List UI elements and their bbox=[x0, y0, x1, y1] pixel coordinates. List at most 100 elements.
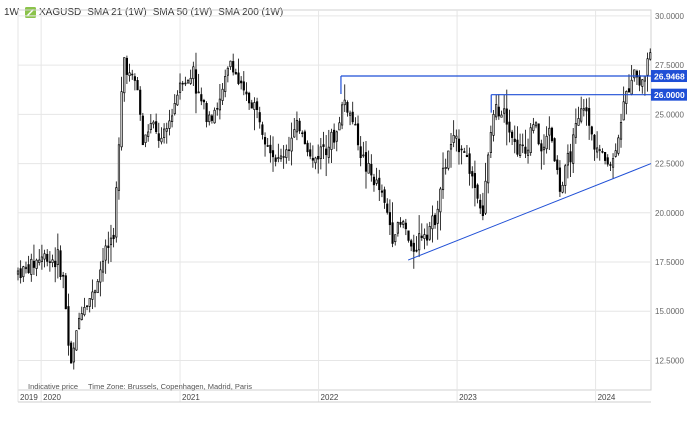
candle bbox=[372, 173, 376, 192]
candle bbox=[62, 271, 65, 289]
candle bbox=[168, 109, 171, 136]
candle-body bbox=[290, 137, 293, 152]
candle-body bbox=[489, 132, 492, 153]
candle-body bbox=[311, 157, 314, 161]
candle-body bbox=[163, 128, 166, 138]
candle-body bbox=[643, 75, 647, 82]
candle bbox=[561, 181, 564, 194]
candle bbox=[173, 94, 176, 116]
candle-body bbox=[64, 275, 67, 310]
candle-body bbox=[306, 142, 309, 153]
candle bbox=[245, 82, 248, 102]
candle-body bbox=[465, 154, 469, 157]
candle bbox=[622, 86, 625, 121]
candle-body bbox=[269, 144, 272, 154]
candle bbox=[282, 145, 285, 169]
candle-body bbox=[473, 173, 476, 188]
candle-body bbox=[133, 76, 136, 81]
candle-body bbox=[627, 88, 631, 93]
candle bbox=[139, 86, 142, 121]
candle bbox=[596, 131, 599, 159]
candle bbox=[585, 98, 588, 126]
resistance-lower-label: 26.0000 bbox=[654, 90, 685, 100]
candle-body bbox=[484, 180, 487, 214]
resistance-upper-label: 26.9468 bbox=[654, 72, 685, 82]
x-tick-label: 2024 bbox=[598, 393, 616, 402]
interval-label[interactable]: 1W bbox=[4, 6, 19, 18]
candle-body bbox=[641, 79, 644, 87]
candle bbox=[325, 135, 328, 177]
candle bbox=[370, 154, 373, 182]
candle bbox=[290, 122, 293, 166]
candle bbox=[83, 297, 86, 317]
candle bbox=[646, 52, 649, 92]
candle-body bbox=[375, 179, 378, 184]
candle-body bbox=[415, 249, 418, 252]
resistance-lower-label-bg bbox=[651, 88, 687, 101]
candle bbox=[263, 132, 267, 157]
candle bbox=[545, 126, 548, 154]
candle bbox=[311, 145, 314, 168]
candle-body bbox=[104, 245, 107, 261]
axes: 12.5000 15.0000 17.5000 20.0000 22.5000 25.00… bbox=[18, 12, 684, 403]
candle bbox=[112, 227, 115, 248]
candle-body bbox=[441, 167, 445, 191]
candle bbox=[346, 100, 349, 117]
candle-body bbox=[213, 109, 216, 124]
candle-body bbox=[370, 163, 373, 176]
x-tick-label: 2023 bbox=[459, 393, 477, 402]
candle-body bbox=[131, 73, 134, 76]
candle-body bbox=[136, 80, 139, 91]
candle bbox=[402, 219, 405, 229]
candle bbox=[269, 135, 272, 163]
symbol-label[interactable]: XAGUSD bbox=[39, 6, 82, 18]
candle-body bbox=[412, 242, 415, 252]
indicator-sma50[interactable]: SMA 50 (1W) bbox=[152, 6, 213, 18]
candle-body bbox=[553, 138, 556, 162]
candle-body bbox=[184, 82, 187, 85]
candle-body bbox=[128, 72, 131, 77]
candle bbox=[38, 249, 41, 266]
candle-body bbox=[487, 154, 490, 184]
candle bbox=[641, 78, 644, 94]
candle bbox=[572, 128, 575, 173]
candle-body bbox=[197, 91, 200, 94]
candle bbox=[611, 153, 615, 179]
x-tick-label: 2020 bbox=[43, 393, 61, 402]
candle bbox=[157, 122, 160, 148]
candle-body bbox=[566, 152, 569, 166]
candle-body bbox=[250, 102, 253, 109]
candle-body bbox=[22, 266, 25, 278]
candle bbox=[96, 279, 99, 294]
y-tick-label: 12.5000 bbox=[655, 356, 684, 365]
candle-body bbox=[216, 108, 219, 110]
candle bbox=[277, 143, 280, 163]
candle-body bbox=[303, 131, 306, 145]
candle bbox=[176, 90, 179, 106]
candle bbox=[473, 160, 476, 207]
candle bbox=[226, 66, 229, 83]
candle bbox=[489, 125, 492, 159]
candle bbox=[457, 129, 461, 165]
candle bbox=[619, 113, 623, 148]
candle-body bbox=[218, 98, 221, 111]
candle-body bbox=[378, 177, 381, 191]
candle bbox=[46, 249, 49, 267]
candle-body bbox=[319, 146, 322, 159]
grid-lines bbox=[17, 9, 652, 402]
candle-body bbox=[59, 250, 62, 278]
candle bbox=[85, 305, 89, 311]
indicator-sma21[interactable]: SMA 21 (1W) bbox=[87, 6, 147, 18]
candle-body bbox=[170, 115, 174, 122]
candle-body bbox=[200, 94, 203, 102]
candle bbox=[635, 69, 639, 85]
y-tick-label: 15.0000 bbox=[655, 307, 684, 316]
candle bbox=[412, 234, 415, 269]
indicator-sma200[interactable]: SMA 200 (1W) bbox=[218, 6, 284, 18]
candle bbox=[303, 129, 306, 145]
candle bbox=[144, 134, 147, 148]
candle-body bbox=[460, 148, 463, 151]
candle bbox=[550, 126, 554, 143]
candle-body bbox=[524, 146, 527, 154]
